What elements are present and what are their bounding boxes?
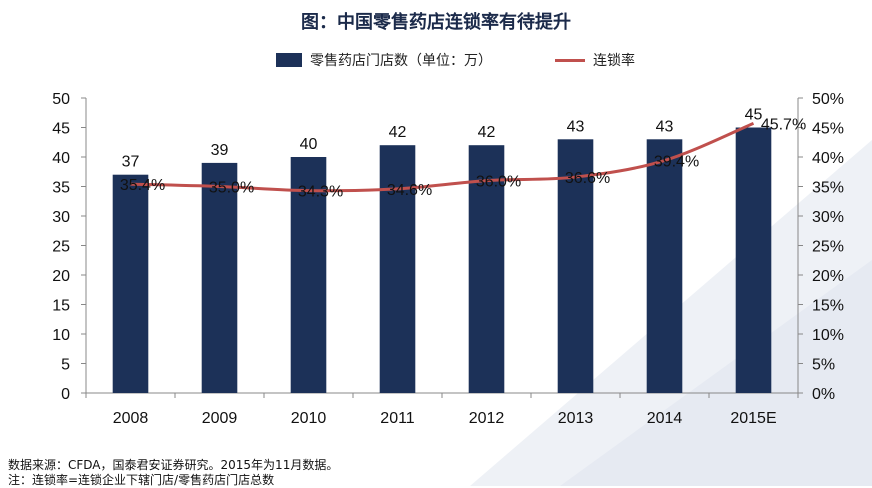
bar [113,175,149,393]
right-tick-label: 25% [812,239,844,256]
x-tick-label: 2013 [558,410,594,427]
x-tick-label: 2012 [469,410,505,427]
left-tick-label: 15 [52,298,70,315]
left-tick-label: 25 [52,239,70,256]
left-tick-label: 30 [52,209,70,226]
left-tick-label: 35 [52,180,70,197]
bar-value-label: 42 [478,124,496,141]
bar-value-label: 43 [656,118,674,135]
right-tick-label: 35% [812,180,844,197]
chain-rate-label: 39.4% [654,154,699,171]
x-tick-label: 2015E [730,410,776,427]
left-tick-label: 45 [52,121,70,138]
bar-value-label: 40 [300,136,318,153]
bar [202,163,238,393]
left-tick-label: 5 [61,357,70,374]
right-tick-label: 40% [812,150,844,167]
right-tick-label: 5% [812,357,835,374]
bar-value-label: 39 [211,142,229,159]
x-tick-label: 2014 [647,410,683,427]
left-tick-label: 0 [61,386,70,403]
right-tick-label: 20% [812,268,844,285]
footnote: 注：连锁率=连锁企业下辖门店/零售药店门店总数 [8,471,274,488]
bar-value-label: 45 [745,107,763,124]
chain-rate-label: 36.6% [565,170,610,187]
left-tick-label: 50 [52,91,70,108]
chain-rate-label: 45.7% [761,116,806,133]
bar-value-label: 37 [122,154,140,171]
x-tick-label: 2010 [291,410,327,427]
left-tick-label: 10 [52,327,70,344]
chain-rate-label: 35.0% [209,180,254,197]
chain-rate-label: 36.0% [476,174,521,191]
right-tick-label: 0% [812,386,835,403]
chain-rate-label: 34.6% [387,182,432,199]
x-tick-label: 2011 [380,410,415,427]
bar-value-label: 43 [567,118,585,135]
bar [647,139,683,393]
bar-value-label: 42 [389,124,407,141]
right-tick-label: 50% [812,91,844,108]
right-tick-label: 45% [812,121,844,138]
x-tick-label: 2009 [202,410,238,427]
left-tick-label: 20 [52,268,70,285]
right-tick-label: 15% [812,298,844,315]
bar [736,128,772,394]
x-tick-label: 2008 [113,410,149,427]
right-tick-label: 10% [812,327,844,344]
chain-rate-label: 35.4% [120,177,165,194]
right-tick-label: 30% [812,209,844,226]
chain-rate-label: 34.3% [298,184,343,201]
left-tick-label: 40 [52,150,70,167]
